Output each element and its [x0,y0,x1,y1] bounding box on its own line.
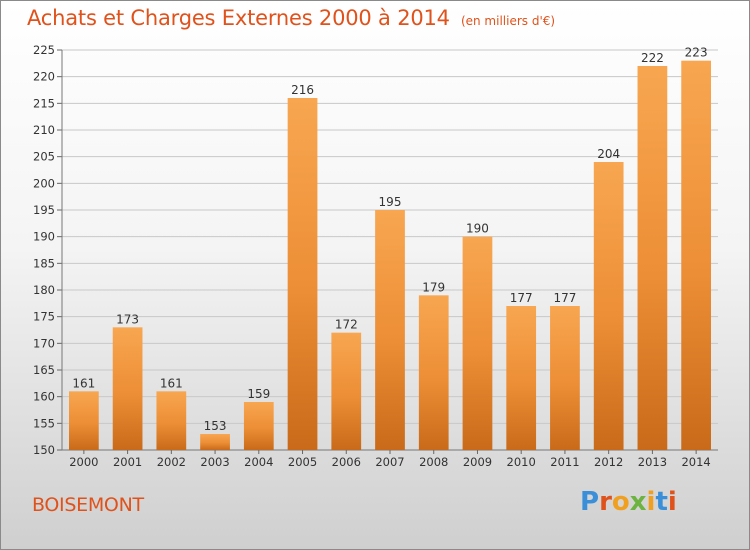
y-tick-label: 185 [33,256,55,270]
y-tick-label: 180 [33,283,55,297]
bar-value-label: 172 [335,318,358,332]
bar-2011 [550,306,580,450]
logo-letter: i [646,487,656,517]
chart-unit: (en milliers d'€) [460,14,556,28]
y-tick-label: 225 [33,43,55,57]
x-tick-label: 2012 [594,455,623,469]
proxiti-logo: Proxiti [580,487,677,517]
logo-letter: o [611,487,630,517]
x-tick-label: 2011 [550,455,579,469]
bar-2005 [287,98,318,450]
x-tick-label: 2001 [113,455,142,469]
y-tick-label: 175 [33,310,55,324]
bar-value-label: 222 [641,51,664,65]
bar-value-label: 153 [204,419,227,433]
x-tick-label: 2009 [463,455,492,469]
logo-letter: i [667,487,677,517]
bar-value-label: 195 [379,195,402,209]
bar-value-label: 177 [553,291,576,305]
y-tick-label: 155 [33,416,55,430]
bar-2012 [593,162,624,450]
y-tick-label: 160 [33,390,55,404]
bar-value-label: 161 [160,376,183,390]
x-tick-label: 2013 [638,455,667,469]
y-tick-label: 165 [33,363,55,377]
bar-value-label: 190 [466,222,489,236]
bar-2008 [418,295,449,450]
bar-value-label: 159 [247,387,270,401]
x-tick-label: 2002 [157,455,186,469]
x-tick-label: 2003 [200,455,229,469]
logo-letter: t [655,487,668,517]
location-name: BOISEMONT [32,494,144,516]
bar-value-label: 161 [72,376,95,390]
chart-title: Achats et Charges Externes 2000 à 2014 (… [27,6,555,30]
x-tick-label: 2008 [419,455,448,469]
bar-2010 [506,306,537,450]
bars [68,60,712,451]
x-tick-label: 2006 [332,455,361,469]
logo-letter: P [580,487,600,517]
bar-value-label: 177 [510,291,533,305]
bar-2007 [375,210,405,450]
y-tick-label: 210 [33,123,55,137]
bar-2004 [243,402,274,450]
bar-2001 [112,327,143,450]
x-tick-label: 2014 [681,455,710,469]
bar-2013 [637,66,668,450]
bar-value-label: 204 [597,147,620,161]
bar-value-label: 173 [116,312,139,326]
x-tick-label: 2000 [69,455,98,469]
y-tick-label: 215 [33,96,55,110]
bar-2000 [68,391,99,450]
bar-value-label: 179 [422,280,445,294]
x-tick-label: 2005 [288,455,317,469]
bar-2003 [200,434,230,450]
labels: 150 155 160 165 170 175 180 185 190 195 200 205 210 2… [33,43,711,469]
bar-2002 [156,391,187,450]
bar-2014 [681,60,712,451]
x-tick-label: 2010 [507,455,536,469]
bar-2006 [331,332,362,450]
x-tick-label: 2007 [375,455,404,469]
bar-value-label: 223 [685,46,708,60]
y-tick-label: 190 [33,230,55,244]
y-tick-label: 200 [33,176,55,190]
y-tick-label: 205 [33,150,55,164]
bar-2009 [462,236,493,450]
chart-title-text: Achats et Charges Externes 2000 à 2014 [27,6,450,30]
y-tick-label: 220 [33,70,55,84]
y-tick-label: 170 [33,336,55,350]
logo-letter: r [599,487,612,517]
logo-letter: x [629,487,647,517]
x-tick-label: 2004 [244,455,273,469]
bar-value-label: 216 [291,83,314,97]
y-tick-label: 195 [33,203,55,217]
y-tick-label: 150 [33,443,55,457]
